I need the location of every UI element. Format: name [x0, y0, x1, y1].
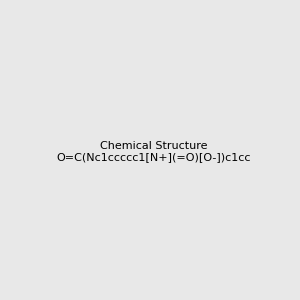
- Text: Chemical Structure
O=C(Nc1ccccc1[N+](=O)[O-])c1cc: Chemical Structure O=C(Nc1ccccc1[N+](=O)…: [56, 141, 251, 162]
